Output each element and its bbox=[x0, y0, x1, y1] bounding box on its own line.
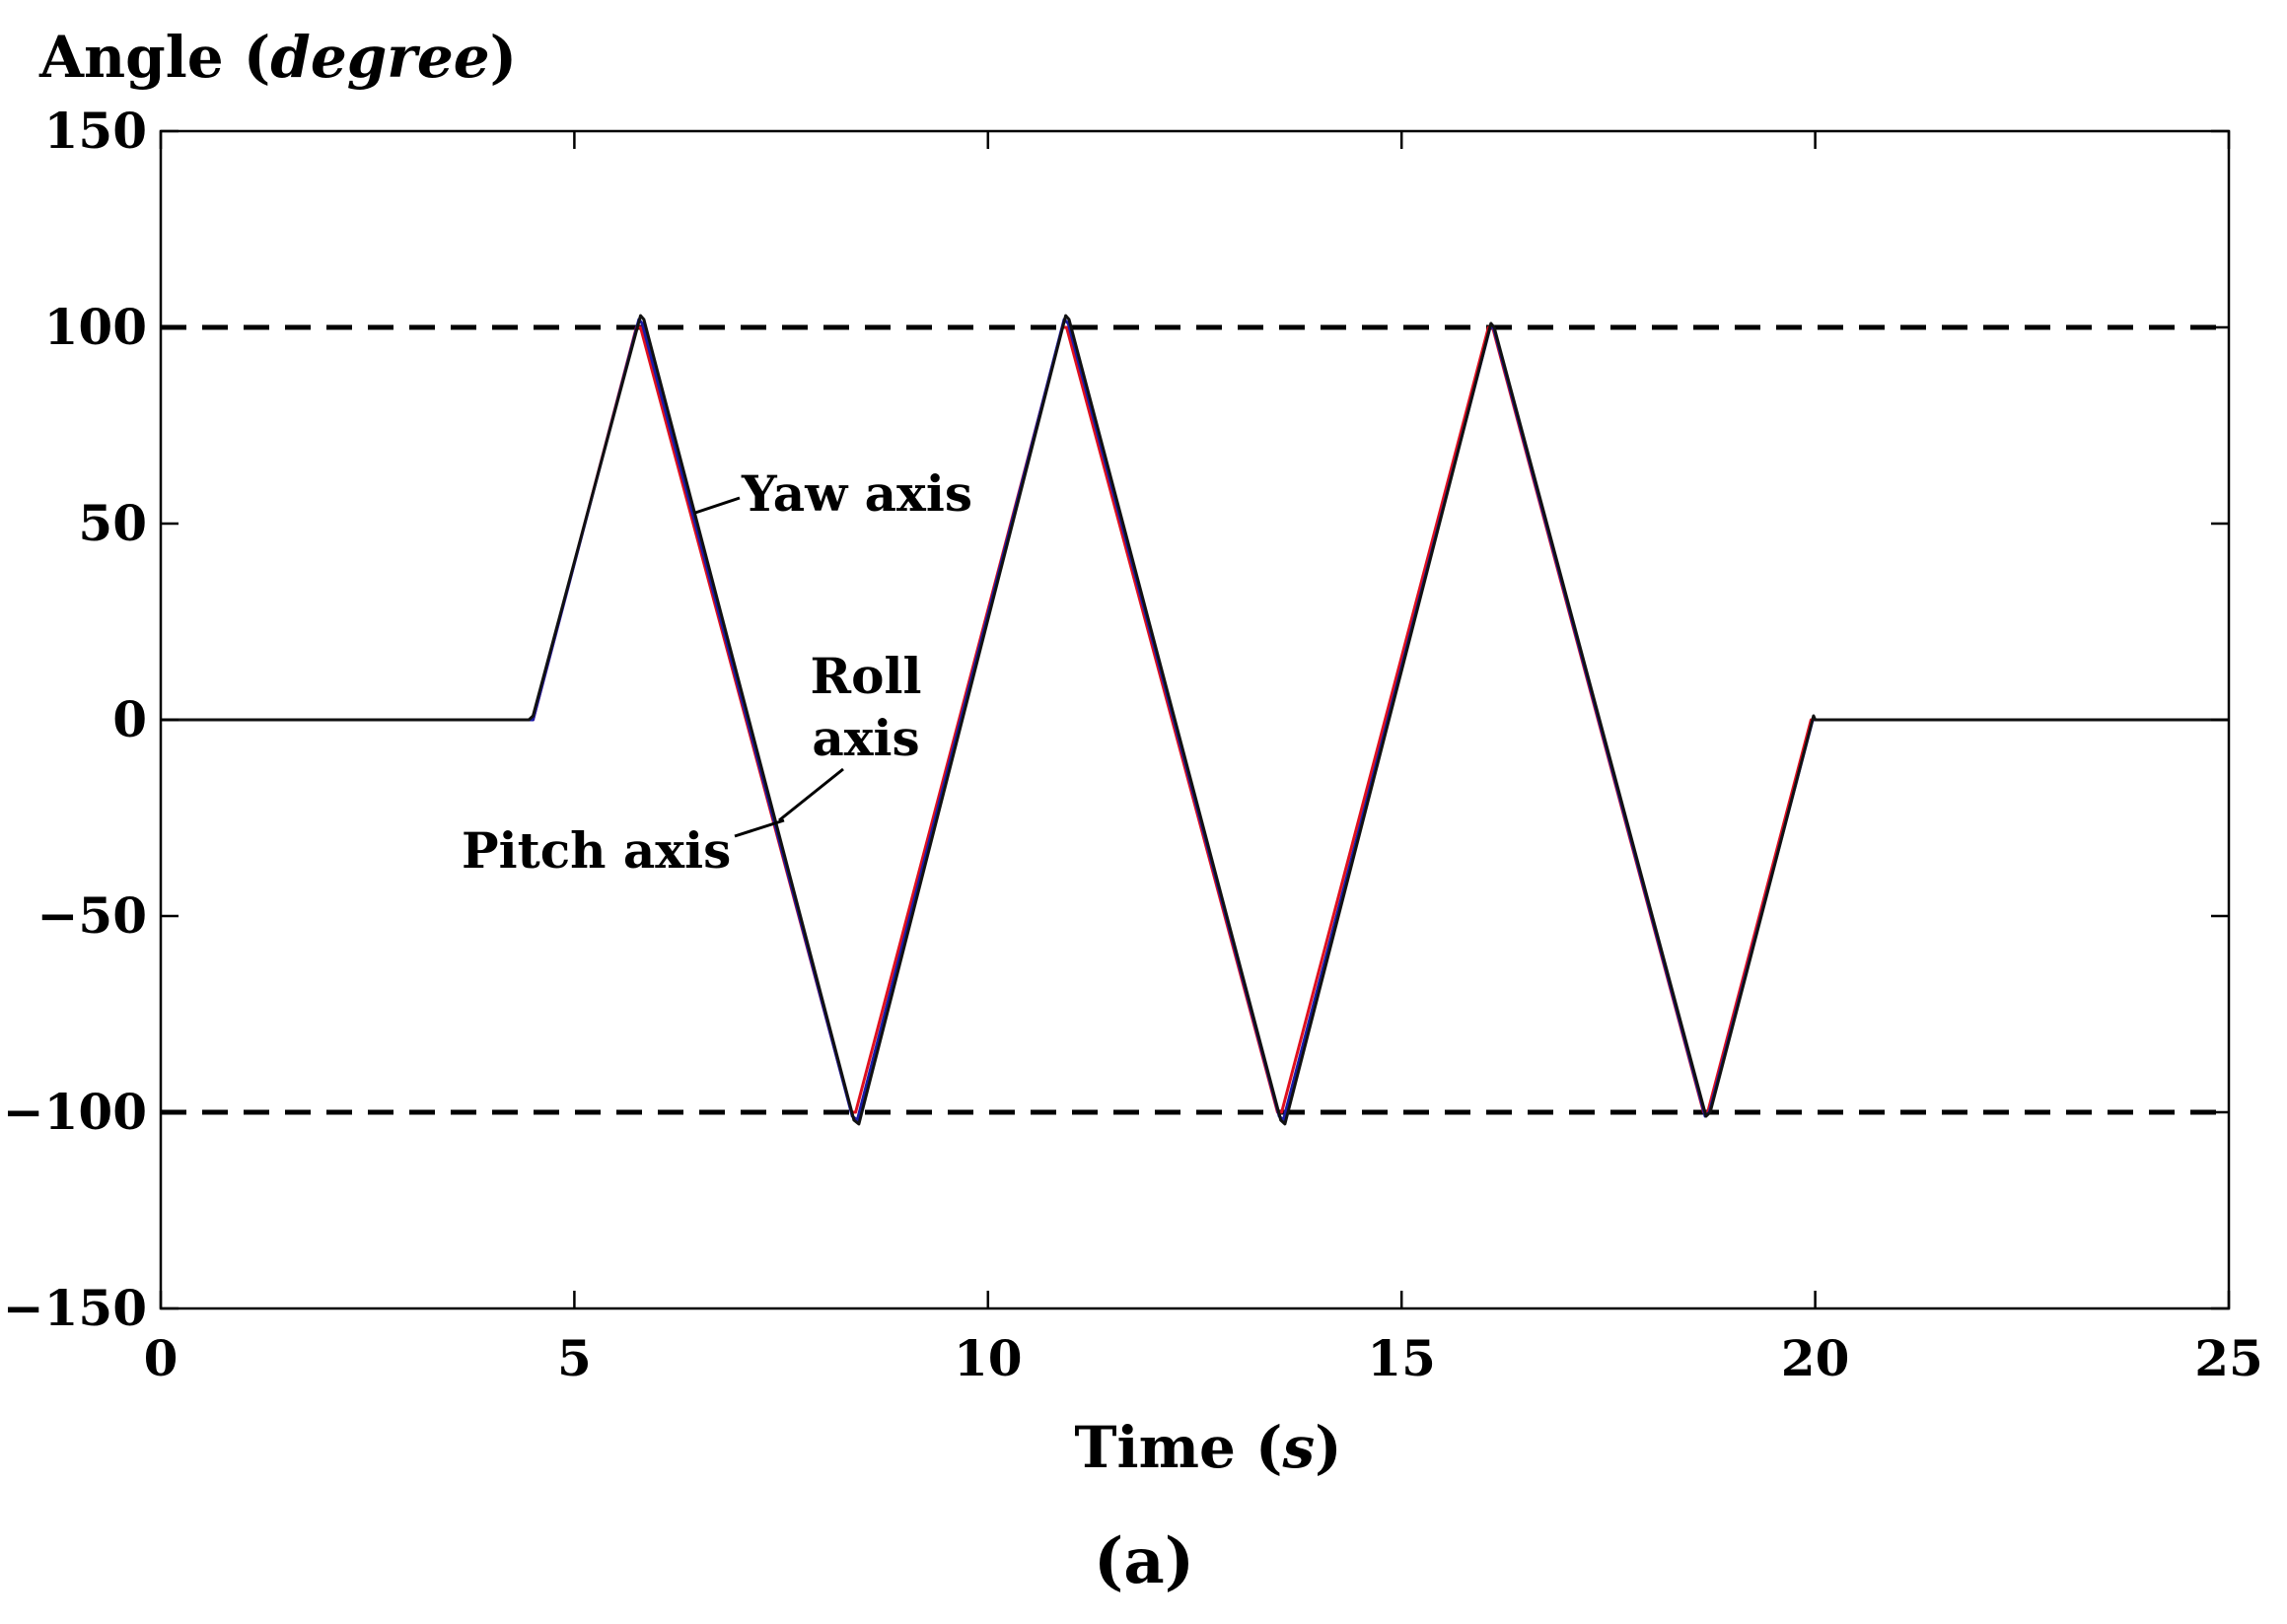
annotation-line: Yaw axis bbox=[741, 464, 972, 523]
reference-lines bbox=[161, 324, 2229, 1115]
annotation-leader bbox=[778, 767, 844, 822]
x-tick-label: 0 bbox=[144, 1329, 179, 1387]
annotation-line: axis bbox=[812, 709, 919, 767]
x-axis-title-suffix: ) bbox=[1315, 1414, 1341, 1481]
x-tick-label: 25 bbox=[2194, 1329, 2263, 1387]
x-tick-label: 15 bbox=[1367, 1329, 1436, 1387]
series-line-roll-axis bbox=[161, 314, 2229, 1126]
series-lines bbox=[161, 314, 2229, 1126]
annotation-line: Pitch axis bbox=[462, 821, 731, 880]
annotation-label: Roll axis bbox=[811, 647, 922, 767]
y-tick-label: 100 bbox=[44, 298, 147, 356]
x-tick-label: 5 bbox=[557, 1329, 592, 1387]
annotation-label: Yaw axis bbox=[741, 464, 972, 523]
y-axis-title-suffix: ) bbox=[490, 24, 517, 91]
y-tick-label: 0 bbox=[112, 690, 147, 748]
annotation-leader bbox=[734, 818, 785, 838]
y-tick-label: −150 bbox=[3, 1279, 147, 1337]
annotation-line: Roll bbox=[811, 647, 922, 705]
y-axis-title-unit: degree bbox=[270, 24, 489, 91]
annotation-leader bbox=[694, 496, 741, 515]
annotations: Yaw axis Roll axis Pitch axis bbox=[462, 464, 972, 880]
x-axis-title-prefix: Time ( bbox=[1074, 1414, 1282, 1481]
y-tick-label: −100 bbox=[3, 1083, 147, 1141]
y-axis-title: Angle (degree) bbox=[38, 24, 517, 91]
x-tick-label: 20 bbox=[1781, 1329, 1850, 1387]
panel-label: (a) bbox=[1094, 1524, 1194, 1598]
y-axis-title-prefix: Angle ( bbox=[38, 24, 270, 91]
x-axis-title: Time (s) bbox=[1074, 1414, 1341, 1481]
annotation-label: Pitch axis bbox=[462, 821, 731, 880]
y-tick-label: 150 bbox=[44, 102, 147, 160]
x-tick-label: 10 bbox=[954, 1329, 1023, 1387]
y-tick-label: −50 bbox=[37, 886, 147, 945]
y-tick-label: 50 bbox=[78, 494, 147, 552]
axis-ticks: 0 5 10 15 20 25 150 100 50 0 −50 −100 −150 bbox=[3, 102, 2263, 1387]
x-axis-title-unit: s bbox=[1282, 1414, 1316, 1481]
